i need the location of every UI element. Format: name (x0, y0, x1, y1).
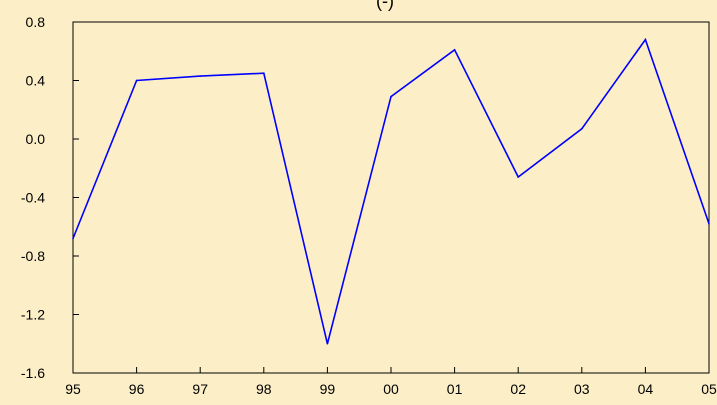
x-tick-label: 01 (447, 381, 463, 397)
y-tick-label: 0.4 (26, 73, 46, 89)
x-tick-label: 00 (383, 381, 399, 397)
data-point (326, 342, 329, 345)
x-tick-label: 97 (192, 381, 208, 397)
chart-title: (-) (376, 0, 394, 11)
x-tick-label: 04 (638, 381, 654, 397)
y-tick-label: 0.0 (26, 131, 46, 147)
data-point (72, 237, 74, 240)
data-point (199, 75, 201, 77)
x-tick-label: 95 (65, 381, 81, 397)
data-point (390, 95, 392, 98)
x-tick-label: 96 (129, 381, 145, 397)
y-tick-label: -1.6 (21, 365, 45, 381)
plot-frame (72, 21, 710, 374)
x-tick-label: 05 (701, 381, 717, 397)
y-tick-label: 0.8 (26, 14, 46, 30)
series-layer (72, 37, 710, 345)
data-point (263, 72, 265, 74)
data-point (644, 38, 647, 41)
x-tick-label: 02 (510, 381, 526, 397)
y-tick-label: -0.4 (21, 190, 45, 206)
data-point (581, 127, 583, 130)
data-point (135, 79, 138, 82)
x-tick-label: 03 (574, 381, 590, 397)
data-point (708, 223, 710, 225)
data-point (453, 48, 456, 51)
x-tick-label: 99 (320, 381, 336, 397)
data-point (517, 176, 519, 178)
y-tick-label: -0.8 (21, 248, 45, 264)
x-tick-label: 98 (256, 381, 272, 397)
chart-axes: 0.8 0.4 0.0 -0.4 -0.8 -1.2 -1.6 95 96 97 98 99 00 01 0… (21, 14, 717, 397)
y-tick-label: -1.2 (21, 307, 45, 323)
series-line (72, 37, 710, 344)
